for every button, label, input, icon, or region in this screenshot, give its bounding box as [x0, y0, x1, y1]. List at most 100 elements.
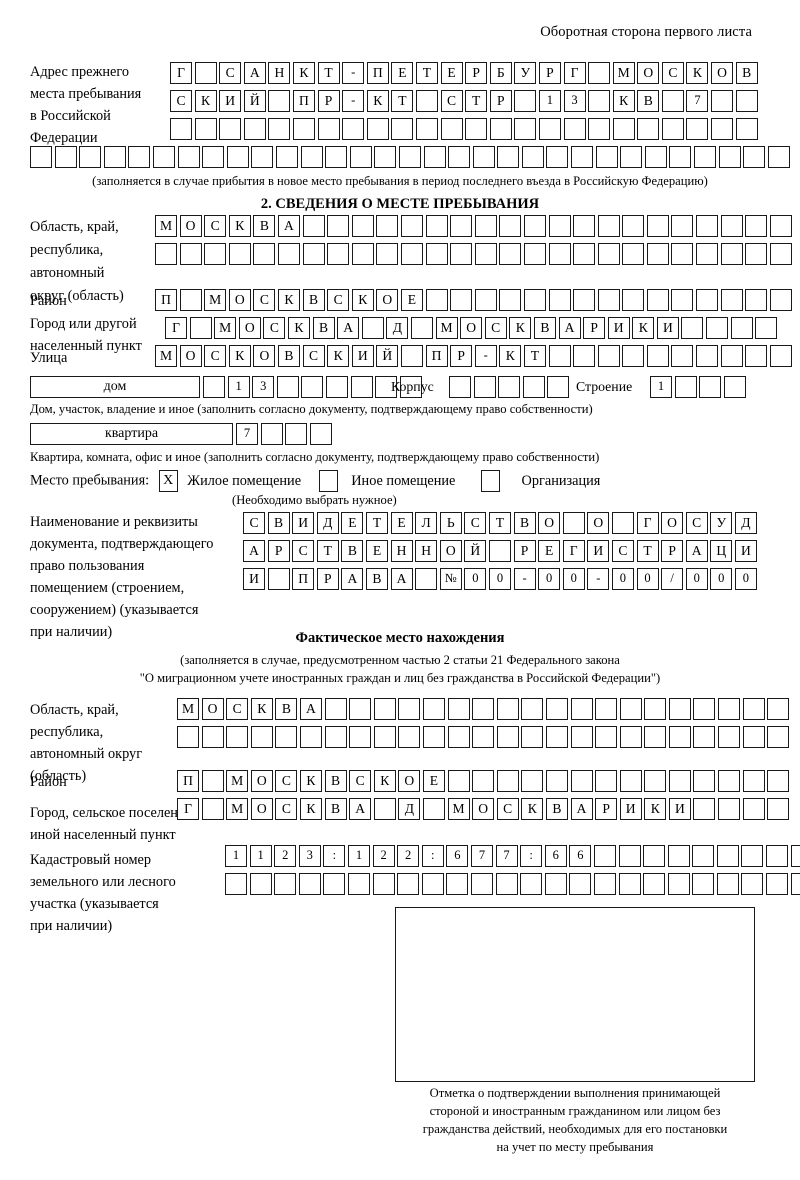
- al-district-cell-21[interactable]: [693, 770, 716, 792]
- prev-address-r3-cell-16[interactable]: [423, 146, 446, 168]
- s2-region-r0-cell-0[interactable]: М: [155, 215, 177, 237]
- al-region-r0-cell-23[interactable]: [742, 698, 765, 720]
- al-cad-r1-cell-15[interactable]: [593, 873, 616, 895]
- prev-address-r3-cell-3[interactable]: [103, 146, 126, 168]
- korpus-cell-3[interactable]: [522, 376, 545, 398]
- prev-address-r2-cell-11[interactable]: [440, 118, 463, 140]
- prev-address-r1-cell-20[interactable]: [661, 90, 684, 112]
- stay-type-checkbox-other[interactable]: [318, 470, 338, 492]
- s2-region-r0-cell-16[interactable]: [548, 215, 571, 237]
- al-cad-r1-cell-21[interactable]: [741, 873, 764, 895]
- prev-address-r1-cell-11[interactable]: С: [440, 90, 463, 112]
- s2-street-cell-8[interactable]: И: [351, 345, 374, 367]
- al-cad-r0-cell-5[interactable]: 1: [347, 845, 370, 867]
- prev-address-r2-cell-9[interactable]: [391, 118, 414, 140]
- s2-city-cell-10[interactable]: [410, 317, 433, 339]
- al-cad-r0-cell-8[interactable]: :: [421, 845, 444, 867]
- al-cad-r1-cell-2[interactable]: [274, 873, 297, 895]
- al-region-r1-cell-22[interactable]: [718, 726, 741, 748]
- s2-district-cell-25[interactable]: [769, 289, 792, 311]
- doc-r0-cell-8[interactable]: Ь: [439, 512, 462, 534]
- prev-address-r0-cell-5[interactable]: К: [292, 62, 315, 84]
- house-cell-3[interactable]: [276, 376, 299, 398]
- al-cad-r0-cell-7[interactable]: 2: [397, 845, 420, 867]
- s2-district-cell-5[interactable]: К: [277, 289, 300, 311]
- s2-region-r0-cell-24[interactable]: [745, 215, 768, 237]
- prev-address-r2-cell-14[interactable]: [514, 118, 537, 140]
- al-city-cell-6[interactable]: В: [324, 798, 347, 820]
- al-region-r1-cell-19[interactable]: [644, 726, 667, 748]
- doc-r2-cell-5[interactable]: В: [365, 568, 388, 590]
- prev-address-r2-cell-20[interactable]: [661, 118, 684, 140]
- doc-r1-cell-2[interactable]: С: [292, 540, 315, 562]
- al-district-cell-23[interactable]: [742, 770, 765, 792]
- s2-district-cell-24[interactable]: [745, 289, 768, 311]
- s2-city-cell-16[interactable]: А: [558, 317, 581, 339]
- prev-address-r0-cell-6[interactable]: Т: [317, 62, 340, 84]
- prev-address-r2-cell-0[interactable]: [170, 118, 192, 140]
- s2-region-r1-cell-23[interactable]: [720, 243, 743, 265]
- doc-r0-cell-12[interactable]: О: [538, 512, 561, 534]
- al-region-r1-cell-2[interactable]: [226, 726, 249, 748]
- al-region-r1-cell-16[interactable]: [570, 726, 593, 748]
- stroenie-cell-0[interactable]: 1: [650, 376, 672, 398]
- al-region-r0-cell-8[interactable]: [373, 698, 396, 720]
- al-cad-r0-cell-9[interactable]: 6: [446, 845, 469, 867]
- s2-street-cell-2[interactable]: С: [204, 345, 227, 367]
- prev-address-r1-cell-14[interactable]: [514, 90, 537, 112]
- prev-address-r3-cell-21[interactable]: [546, 146, 569, 168]
- al-city-cell-12[interactable]: О: [472, 798, 495, 820]
- al-cad-r0-cell-23[interactable]: [790, 845, 800, 867]
- al-district-cell-8[interactable]: К: [373, 770, 396, 792]
- s2-street-cell-10[interactable]: [400, 345, 423, 367]
- prev-address-r0-cell-3[interactable]: А: [243, 62, 266, 84]
- al-district-cell-20[interactable]: [668, 770, 691, 792]
- s2-street-cell-12[interactable]: Р: [450, 345, 473, 367]
- doc-r0-cell-0[interactable]: С: [243, 512, 265, 534]
- s2-region-r0-cell-7[interactable]: [327, 215, 350, 237]
- prev-address-r2-cell-3[interactable]: [243, 118, 266, 140]
- al-region-r1-cell-0[interactable]: [177, 726, 199, 748]
- s2-region-r1-cell-6[interactable]: [302, 243, 325, 265]
- al-city-cell-8[interactable]: [373, 798, 396, 820]
- al-cad-r0-cell-18[interactable]: [667, 845, 690, 867]
- s2-region-r1-cell-4[interactable]: [253, 243, 276, 265]
- al-city-cell-9[interactable]: Д: [398, 798, 421, 820]
- stroenie-cell-3[interactable]: [723, 376, 746, 398]
- house-cell-8[interactable]: [399, 376, 422, 398]
- doc-r2-cell-6[interactable]: А: [390, 568, 413, 590]
- prev-address-r1-cell-6[interactable]: Р: [317, 90, 340, 112]
- al-region-r1-cell-21[interactable]: [693, 726, 716, 748]
- al-region-r0-cell-2[interactable]: С: [226, 698, 249, 720]
- s2-city-cell-24[interactable]: [755, 317, 778, 339]
- prev-address-r1-cell-4[interactable]: [268, 90, 291, 112]
- doc-r2-cell-10[interactable]: 0: [488, 568, 511, 590]
- al-region-r1-cell-11[interactable]: [447, 726, 470, 748]
- prev-address-r0-cell-17[interactable]: [588, 62, 611, 84]
- doc-r1-cell-12[interactable]: Е: [538, 540, 561, 562]
- doc-r2-cell-14[interactable]: -: [587, 568, 610, 590]
- s2-district-cell-15[interactable]: [523, 289, 546, 311]
- prev-address-r1-cell-8[interactable]: К: [366, 90, 389, 112]
- al-cad-r1-cell-0[interactable]: [225, 873, 247, 895]
- s2-region-r0-cell-10[interactable]: [400, 215, 423, 237]
- al-cad-r0-cell-11[interactable]: 7: [495, 845, 518, 867]
- al-region-row-1[interactable]: [177, 726, 792, 748]
- al-region-r1-cell-23[interactable]: [742, 726, 765, 748]
- doc-r1-cell-17[interactable]: Р: [661, 540, 684, 562]
- doc-r2-cell-9[interactable]: 0: [464, 568, 487, 590]
- al-cad-r0-cell-2[interactable]: 2: [274, 845, 297, 867]
- al-region-r1-cell-8[interactable]: [373, 726, 396, 748]
- al-cad-r0-cell-22[interactable]: [766, 845, 789, 867]
- doc-r0-cell-17[interactable]: О: [661, 512, 684, 534]
- al-region-r1-cell-6[interactable]: [324, 726, 347, 748]
- al-region-r0-cell-18[interactable]: [619, 698, 642, 720]
- s2-city-cell-5[interactable]: К: [287, 317, 310, 339]
- doc-r1-cell-13[interactable]: Г: [562, 540, 585, 562]
- al-cad-r1-cell-16[interactable]: [618, 873, 641, 895]
- s2-district-cell-23[interactable]: [720, 289, 743, 311]
- al-cad-r1-cell-7[interactable]: [397, 873, 420, 895]
